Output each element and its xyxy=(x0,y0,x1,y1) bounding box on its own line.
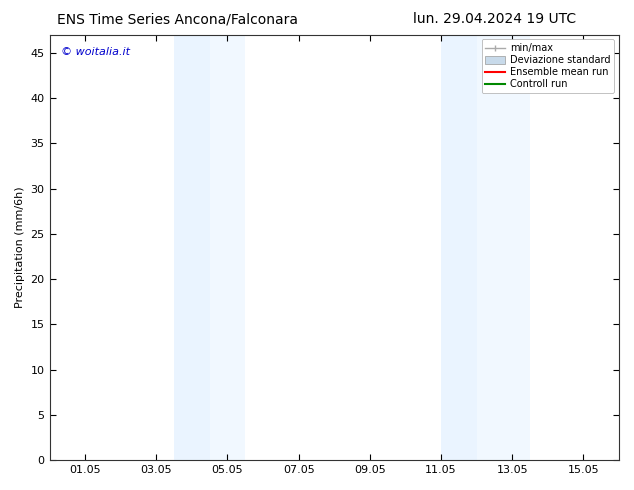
Bar xyxy=(477,35,530,460)
Bar xyxy=(174,35,210,460)
Bar xyxy=(441,35,477,460)
Bar xyxy=(210,35,245,460)
Y-axis label: Precipitation (mm/6h): Precipitation (mm/6h) xyxy=(15,187,25,308)
Text: © woitalia.it: © woitalia.it xyxy=(61,48,130,57)
Legend: min/max, Deviazione standard, Ensemble mean run, Controll run: min/max, Deviazione standard, Ensemble m… xyxy=(482,40,614,93)
Text: ENS Time Series Ancona/Falconara: ENS Time Series Ancona/Falconara xyxy=(57,12,298,26)
Text: lun. 29.04.2024 19 UTC: lun. 29.04.2024 19 UTC xyxy=(413,12,576,26)
